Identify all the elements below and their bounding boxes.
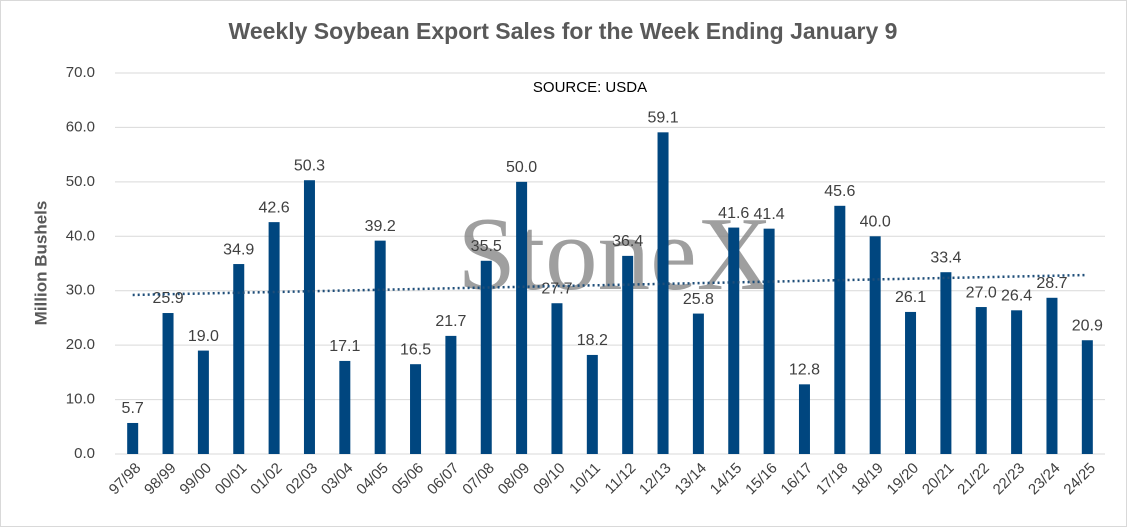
bar xyxy=(551,303,563,454)
value-label: 19.0 xyxy=(188,328,219,345)
bar xyxy=(622,255,634,454)
bar xyxy=(197,350,209,454)
bar xyxy=(657,132,669,454)
value-label: 20.9 xyxy=(1072,317,1103,334)
bar xyxy=(1011,310,1023,454)
source-annotation: SOURCE: USDA xyxy=(533,79,647,96)
y-tick-label: 70.0 xyxy=(66,64,95,81)
bar xyxy=(1046,297,1058,454)
trendline xyxy=(132,273,1088,297)
value-label: 41.4 xyxy=(754,206,785,223)
value-label: 21.7 xyxy=(435,313,466,330)
bar xyxy=(445,335,457,454)
bar xyxy=(127,422,139,454)
grid-layer: 0.0 10.0 20.0 30.0 40.0 50.0 60.0 70.0 xyxy=(66,64,1105,462)
value-label: 27.7 xyxy=(541,280,572,297)
value-label: 35.5 xyxy=(471,238,502,255)
bar xyxy=(410,364,422,454)
value-label: 26.4 xyxy=(1001,288,1032,305)
y-tick-label: 60.0 xyxy=(66,118,95,135)
watermark: StoneX xyxy=(458,195,773,312)
y-tick-label: 0.0 xyxy=(74,445,95,462)
bar xyxy=(162,313,174,454)
value-label: 39.2 xyxy=(365,218,396,235)
bar xyxy=(303,180,315,454)
bar xyxy=(940,272,952,454)
value-label: 50.0 xyxy=(506,159,537,176)
y-tick-label: 50.0 xyxy=(66,173,95,190)
value-label: 33.4 xyxy=(930,249,961,266)
bar xyxy=(374,240,386,454)
bar xyxy=(834,205,846,454)
y-tick-label: 30.0 xyxy=(66,282,95,299)
bar xyxy=(905,311,917,454)
y-tick-label: 10.0 xyxy=(66,391,95,408)
y-tick-label: 20.0 xyxy=(66,336,95,353)
chart-title: Weekly Soybean Export Sales for the Week… xyxy=(229,18,898,44)
bar xyxy=(798,384,810,454)
y-tick-label: 40.0 xyxy=(66,227,95,244)
value-label: 5.7 xyxy=(122,400,144,417)
value-label: 40.0 xyxy=(860,214,891,231)
value-label: 59.1 xyxy=(647,110,678,127)
value-label: 34.9 xyxy=(223,241,254,258)
value-label: 50.3 xyxy=(294,157,325,174)
bar xyxy=(1081,340,1093,454)
value-label: 41.6 xyxy=(718,205,749,222)
bar xyxy=(480,260,492,454)
value-label: 17.1 xyxy=(329,338,360,355)
value-label: 42.6 xyxy=(259,199,290,216)
value-label: 25.9 xyxy=(152,290,183,307)
value-label: 45.6 xyxy=(824,183,855,200)
value-label: 36.4 xyxy=(612,233,643,250)
bar xyxy=(692,313,704,454)
value-label: 16.5 xyxy=(400,341,431,358)
bar xyxy=(728,227,740,454)
bar xyxy=(516,181,528,454)
bar xyxy=(339,360,351,454)
value-label: 12.8 xyxy=(789,362,820,379)
value-label: 18.2 xyxy=(577,332,608,349)
bar-layer xyxy=(127,132,1093,454)
value-label: 25.8 xyxy=(683,291,714,308)
value-label: 28.7 xyxy=(1036,275,1067,292)
value-label: 27.0 xyxy=(966,284,997,301)
bar xyxy=(586,354,598,454)
bar xyxy=(869,236,881,454)
bar xyxy=(233,264,245,454)
y-axis-title: Million Bushels xyxy=(31,201,50,326)
bar xyxy=(975,307,987,454)
value-label: 26.1 xyxy=(895,289,926,306)
bar xyxy=(268,222,280,454)
bar xyxy=(763,228,775,454)
